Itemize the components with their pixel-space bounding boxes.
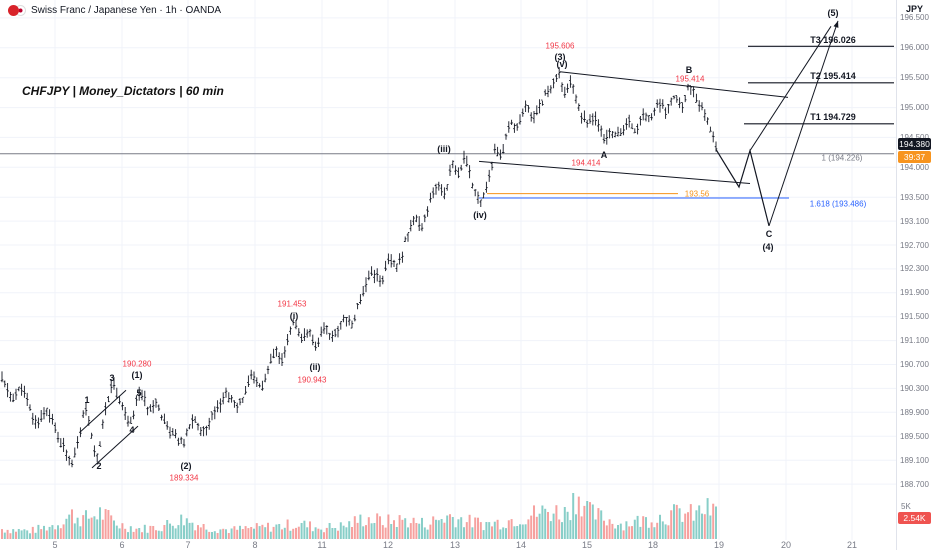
price-tick-label: 189.500 <box>900 431 929 441</box>
price-axis[interactable]: JPY 196.500196.000195.500195.000194.5001… <box>896 0 932 550</box>
price-tick-label: 189.900 <box>900 407 929 417</box>
watermark-text: CHFJPY | Money_Dictators | 60 min <box>22 84 224 98</box>
time-tick-label: 21 <box>846 540 858 550</box>
time-tick-label: 5 <box>52 540 58 550</box>
price-tick-label: 192.300 <box>900 264 929 274</box>
correction-lower[interactable] <box>478 160 751 184</box>
time-tick-label: 11 <box>317 540 327 550</box>
price-tick-label: 191.100 <box>900 336 929 346</box>
last-price-badge: 194.380 <box>898 138 931 151</box>
time-tick-label: 18 <box>647 540 659 550</box>
time-tick-label: 6 <box>119 540 125 550</box>
price-tick-label: 195.500 <box>900 73 929 83</box>
volume-layer <box>1 493 717 539</box>
price-tick-label: 190.700 <box>900 360 929 370</box>
symbol-title[interactable]: Swiss Franc / Japanese Yen · 1h · OANDA <box>31 5 222 16</box>
diagonal-channel-lower[interactable] <box>91 425 139 469</box>
price-tick-label: 194.500 <box>900 133 929 142</box>
correction-upper[interactable] <box>559 71 789 98</box>
price-tick-label: 194.000 <box>900 162 929 172</box>
time-tick-label: 14 <box>515 540 527 550</box>
price-tick-label: 196.500 <box>900 13 929 23</box>
price-tick-label: 195.000 <box>900 103 929 113</box>
bar-countdown-badge: 39:37 <box>898 151 931 164</box>
instrument-logo-icon <box>8 5 26 16</box>
chart-canvas[interactable] <box>0 0 896 550</box>
projection-layer <box>715 20 839 227</box>
grid-layer <box>0 0 896 540</box>
trendlines-layer <box>79 71 789 469</box>
projected-abc-path[interactable] <box>715 148 770 227</box>
price-tick-label: 191.500 <box>900 312 929 322</box>
price-tick-label: 193.500 <box>900 192 929 202</box>
volume-badge: 2.54K <box>898 512 931 524</box>
time-tick-label: 20 <box>780 540 792 550</box>
price-tick-label: 191.900 <box>900 288 929 298</box>
time-tick-label: 8 <box>252 540 258 550</box>
symbol-legend[interactable]: Swiss Franc / Japanese Yen · 1h · OANDA <box>8 5 221 16</box>
time-tick-label: 7 <box>185 540 191 550</box>
price-tick-label: 196.000 <box>900 43 929 53</box>
currency-label: JPY <box>906 4 924 14</box>
price-tick-label: 192.700 <box>900 240 929 250</box>
bars-layer <box>0 67 718 468</box>
projection-arrow[interactable] <box>749 26 832 151</box>
time-axis[interactable]: 5 6 7 8 11 12 13 14 15 18 19 20 21 <box>0 540 896 550</box>
arrowhead-icon <box>833 20 839 28</box>
time-tick-label: 12 <box>382 540 394 550</box>
price-tick-label: 190.300 <box>900 383 929 393</box>
volume-scale-label: 5K <box>901 502 911 511</box>
price-tick-label: 193.100 <box>900 216 929 226</box>
time-tick-label: 13 <box>449 540 461 550</box>
price-tick-label: 189.100 <box>900 455 929 465</box>
projection-arrow[interactable] <box>768 20 839 227</box>
time-tick-label: 19 <box>713 540 725 550</box>
levels-layer <box>0 45 894 199</box>
time-tick-label: 15 <box>581 540 593 550</box>
price-tick-label: 188.700 <box>900 479 929 489</box>
diagonal-channel-upper[interactable] <box>79 389 127 433</box>
